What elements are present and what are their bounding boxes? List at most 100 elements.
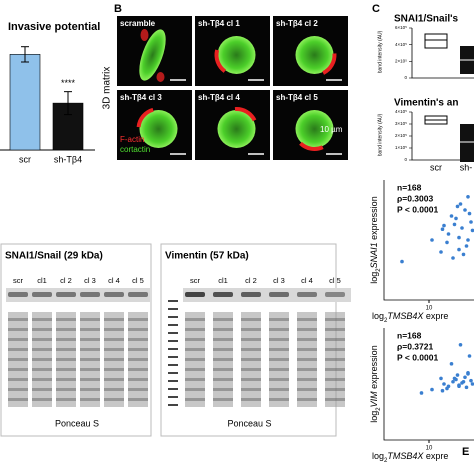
ponceau-band — [128, 398, 148, 401]
point — [449, 362, 454, 366]
ladder — [168, 396, 178, 398]
ponceau-band — [213, 348, 233, 351]
label-part: expre — [423, 311, 448, 321]
ponceau-band — [56, 368, 76, 371]
ponceau-band — [8, 328, 28, 331]
label-gene: TMSB4X — [387, 311, 424, 321]
ponceau-band — [56, 328, 76, 331]
ladder — [168, 316, 178, 318]
plot-title: SNAI1/Snail's — [394, 14, 459, 25]
point — [458, 343, 463, 347]
lane-label: scr — [190, 276, 201, 285]
ponceau-band — [32, 348, 52, 351]
label-part: log — [372, 311, 384, 321]
point — [457, 247, 461, 252]
ladder — [168, 364, 178, 366]
ponceau-band — [8, 348, 28, 351]
point — [455, 373, 460, 377]
ponceau-band — [80, 358, 100, 361]
actin — [234, 107, 257, 122]
point — [463, 375, 467, 380]
point — [461, 252, 466, 257]
panel-letter: C — [372, 3, 380, 15]
ponceau-band — [8, 398, 28, 401]
ponceau-band — [241, 318, 261, 321]
ladder — [168, 340, 178, 342]
axes — [383, 328, 474, 441]
point — [466, 195, 470, 199]
ponceau-band — [185, 388, 205, 391]
ponceau-band — [56, 398, 76, 401]
label-part: log — [372, 451, 384, 461]
label-part: expression — [369, 345, 379, 391]
cell — [295, 110, 334, 148]
ponceau-band — [8, 358, 28, 361]
point — [463, 208, 467, 212]
ponceau-band — [128, 388, 148, 391]
lane-label: cl 5 — [132, 276, 144, 285]
actin — [322, 53, 337, 75]
point — [439, 376, 443, 381]
ponceau-band — [297, 398, 317, 401]
ponceau-band — [80, 328, 100, 331]
ponceau-band — [213, 398, 233, 401]
blot-title: SNAI1/Snail (29 kDa) — [5, 251, 103, 262]
point — [469, 378, 473, 383]
band — [269, 292, 289, 297]
lane-label: cl 3 — [84, 276, 96, 285]
actin — [156, 72, 165, 82]
ponceau-band — [56, 348, 76, 351]
ponceau-band — [269, 348, 289, 351]
ladder — [168, 300, 178, 302]
point — [419, 391, 424, 395]
y-tick-label: 4×10⁵ — [395, 109, 407, 114]
actin — [140, 29, 149, 41]
point — [439, 250, 443, 254]
ponceau-band — [185, 318, 205, 321]
point — [452, 222, 457, 227]
ponceau-band — [128, 358, 148, 361]
x-tick-label: scr — [19, 154, 31, 164]
axis-label: band intensity (AU) — [377, 113, 383, 156]
ponceau-band — [104, 328, 124, 331]
band — [56, 292, 76, 297]
band — [185, 292, 205, 297]
lane-label: scr — [13, 276, 24, 285]
ladder — [168, 380, 178, 382]
significance: **** — [61, 78, 76, 88]
stat: ρ=0.3721 — [397, 341, 433, 351]
point — [442, 223, 446, 228]
ponceau-band — [241, 338, 261, 341]
band — [297, 292, 317, 297]
ponceau-band — [104, 398, 124, 401]
point — [460, 226, 464, 230]
x-tick-label: scr — [430, 162, 442, 172]
ponceau-band — [56, 338, 76, 341]
label-part: log — [369, 272, 379, 284]
ponceau-band — [104, 378, 124, 381]
error-bar — [21, 46, 29, 63]
ponceau-band — [269, 398, 289, 401]
label-sub: 2 — [376, 407, 382, 411]
y-tick-label: 4×10⁵ — [395, 42, 407, 47]
ladder — [168, 324, 178, 326]
band — [325, 292, 345, 297]
ponceau-band — [128, 348, 148, 351]
ponceau-band — [32, 368, 52, 371]
ponceau-band — [128, 378, 148, 381]
axis-label: log2VIM expression — [369, 345, 381, 422]
tile-label: sh-Tβ4 cl 3 — [120, 93, 162, 102]
band — [8, 292, 28, 297]
point — [454, 216, 458, 221]
ponceau-band — [104, 358, 124, 361]
scale-label: 10 µm — [320, 125, 343, 134]
point — [442, 382, 446, 386]
tile-label: scramble — [120, 19, 156, 28]
label-sub: 2 — [376, 268, 382, 272]
panel-letter: E — [462, 446, 469, 458]
ponceau-band — [32, 398, 52, 401]
error-bar — [64, 91, 72, 116]
y-tick-label: 0 — [404, 157, 407, 162]
label-part: expre — [423, 451, 448, 461]
ladder — [168, 308, 178, 310]
